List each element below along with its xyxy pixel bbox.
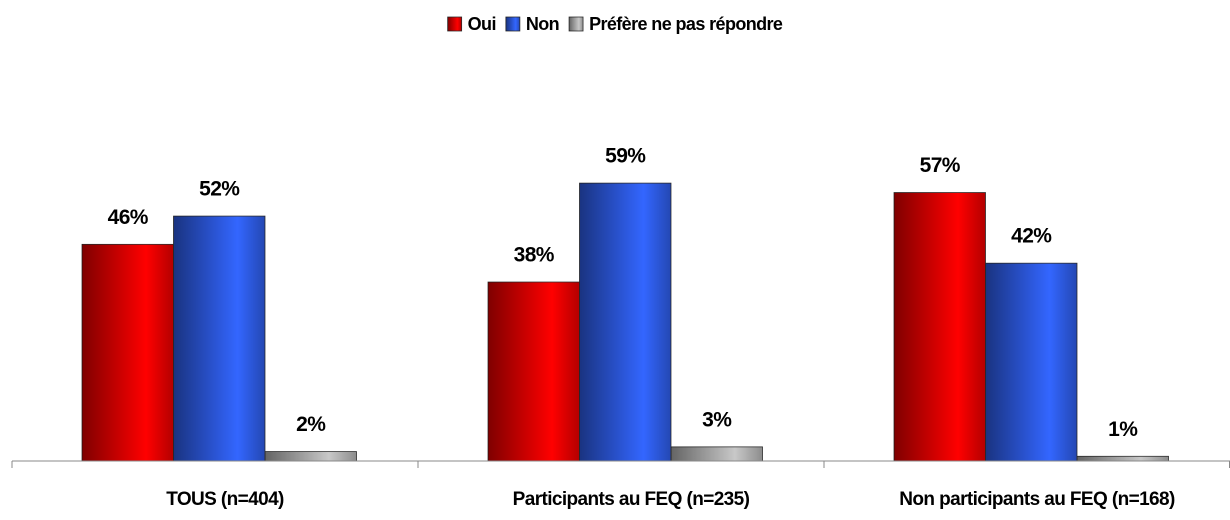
bar-shade <box>488 282 580 461</box>
value-label: 38% <box>514 244 555 267</box>
bar-shade <box>173 216 265 461</box>
legend-label: Non <box>526 14 559 34</box>
value-label: 3% <box>702 408 732 431</box>
value-label: 46% <box>108 206 149 229</box>
value-label: 1% <box>1108 418 1138 441</box>
x-tick-label: Non participants au FEQ (n=168) <box>899 489 1175 510</box>
bar-shade <box>82 244 174 461</box>
legend-label: Oui <box>468 14 496 34</box>
bar-shade <box>671 446 763 461</box>
bar-shade <box>579 183 671 462</box>
x-tick-label: Participants au FEQ (n=235) <box>513 489 750 510</box>
legend-swatch-shade <box>505 17 520 31</box>
value-label: 2% <box>296 413 326 436</box>
bar-shade <box>894 192 986 461</box>
legend-label: Préfère ne pas répondre <box>589 14 783 34</box>
x-tick-label: TOUS (n=404) <box>166 489 284 510</box>
value-label: 52% <box>199 178 240 201</box>
legend-swatch-shade <box>569 17 584 31</box>
bar-shade <box>265 451 357 461</box>
legend-swatch-shade <box>447 17 462 31</box>
value-label: 59% <box>605 145 646 168</box>
value-label: 57% <box>920 154 961 177</box>
bar-shade <box>1077 456 1169 461</box>
bar-shade <box>985 263 1077 461</box>
value-label: 42% <box>1011 225 1052 248</box>
